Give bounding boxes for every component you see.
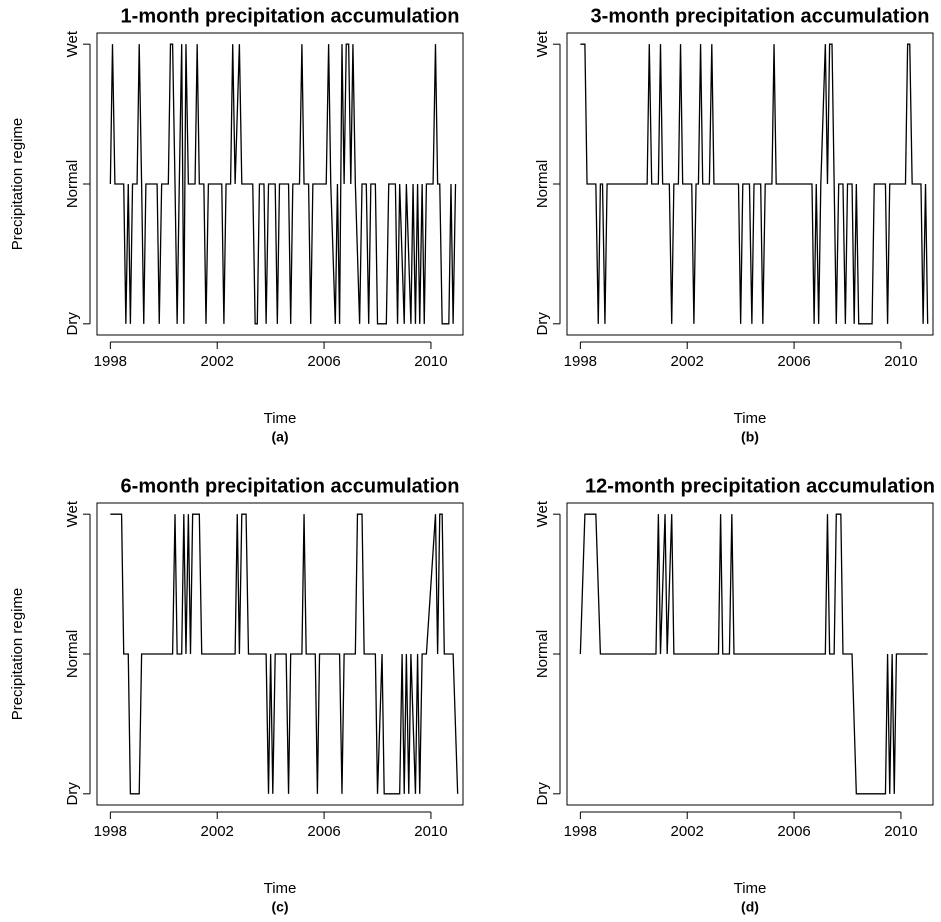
panel-caption: (a) <box>271 429 288 445</box>
y-tick-label: Dry <box>64 312 81 336</box>
x-tick-label: 2010 <box>884 823 917 840</box>
x-axis-label: Time <box>734 880 767 897</box>
y-tick-label: Normal <box>534 160 551 208</box>
y-tick-label: Dry <box>534 312 551 336</box>
x-tick-label: 2006 <box>307 353 340 370</box>
x-tick-label: 2010 <box>884 353 917 370</box>
series-line <box>580 43 929 325</box>
x-tick-label: 2002 <box>671 823 704 840</box>
plot-frame <box>96 502 464 806</box>
panel: 6-month precipitation accumulation Time (c… <box>9 475 464 915</box>
x-tick-label: 2006 <box>777 823 810 840</box>
y-tick-label: Wet <box>534 500 551 527</box>
series-line <box>579 513 928 795</box>
chart-title: 12-month precipitation accumulation <box>585 475 935 497</box>
x-tick-label: 2002 <box>201 823 234 840</box>
series-line <box>109 43 457 325</box>
plot-frame <box>566 32 934 336</box>
x-tick-label: 1998 <box>94 823 127 840</box>
panel-caption: (c) <box>271 899 288 915</box>
plot-frame <box>96 32 464 336</box>
x-axis-label: Time <box>264 880 297 897</box>
y-tick-label: Dry <box>64 782 81 806</box>
panel: 12-month precipitation accumulation Time (… <box>534 475 935 914</box>
x-tick-label: 2010 <box>414 823 447 840</box>
panel-caption: (d) <box>741 899 759 915</box>
panel: 3-month precipitation accumulation Time (b… <box>534 5 934 445</box>
x-tick-label: 1998 <box>564 823 597 840</box>
x-axis-label: Time <box>734 410 767 427</box>
plot-frame <box>566 502 934 806</box>
x-axis-label: Time <box>264 410 297 427</box>
chart-title: 3-month precipitation accumulation <box>591 5 930 27</box>
y-axis-label: Precipitation regime <box>9 588 26 721</box>
y-tick-label: Wet <box>64 500 81 527</box>
y-tick-label: Wet <box>534 30 551 57</box>
y-tick-label: Dry <box>534 782 551 806</box>
chart-title: 1-month precipitation accumulation <box>121 5 460 27</box>
x-tick-label: 1998 <box>94 353 127 370</box>
x-tick-label: 2010 <box>414 353 447 370</box>
series-line <box>110 513 459 795</box>
x-tick-label: 2006 <box>777 353 810 370</box>
x-tick-label: 2002 <box>671 353 704 370</box>
panel-caption: (b) <box>741 429 759 445</box>
x-tick-label: 2002 <box>201 353 234 370</box>
panel: 1-month precipitation accumulation Time (a… <box>9 5 464 445</box>
x-tick-label: 1998 <box>564 353 597 370</box>
y-tick-label: Wet <box>64 30 81 57</box>
y-axis-label: Precipitation regime <box>9 118 26 251</box>
y-tick-label: Normal <box>64 160 81 208</box>
y-tick-label: Normal <box>64 630 81 678</box>
y-tick-label: Normal <box>534 630 551 678</box>
x-tick-label: 2006 <box>307 823 340 840</box>
chart-title: 6-month precipitation accumulation <box>121 475 460 497</box>
